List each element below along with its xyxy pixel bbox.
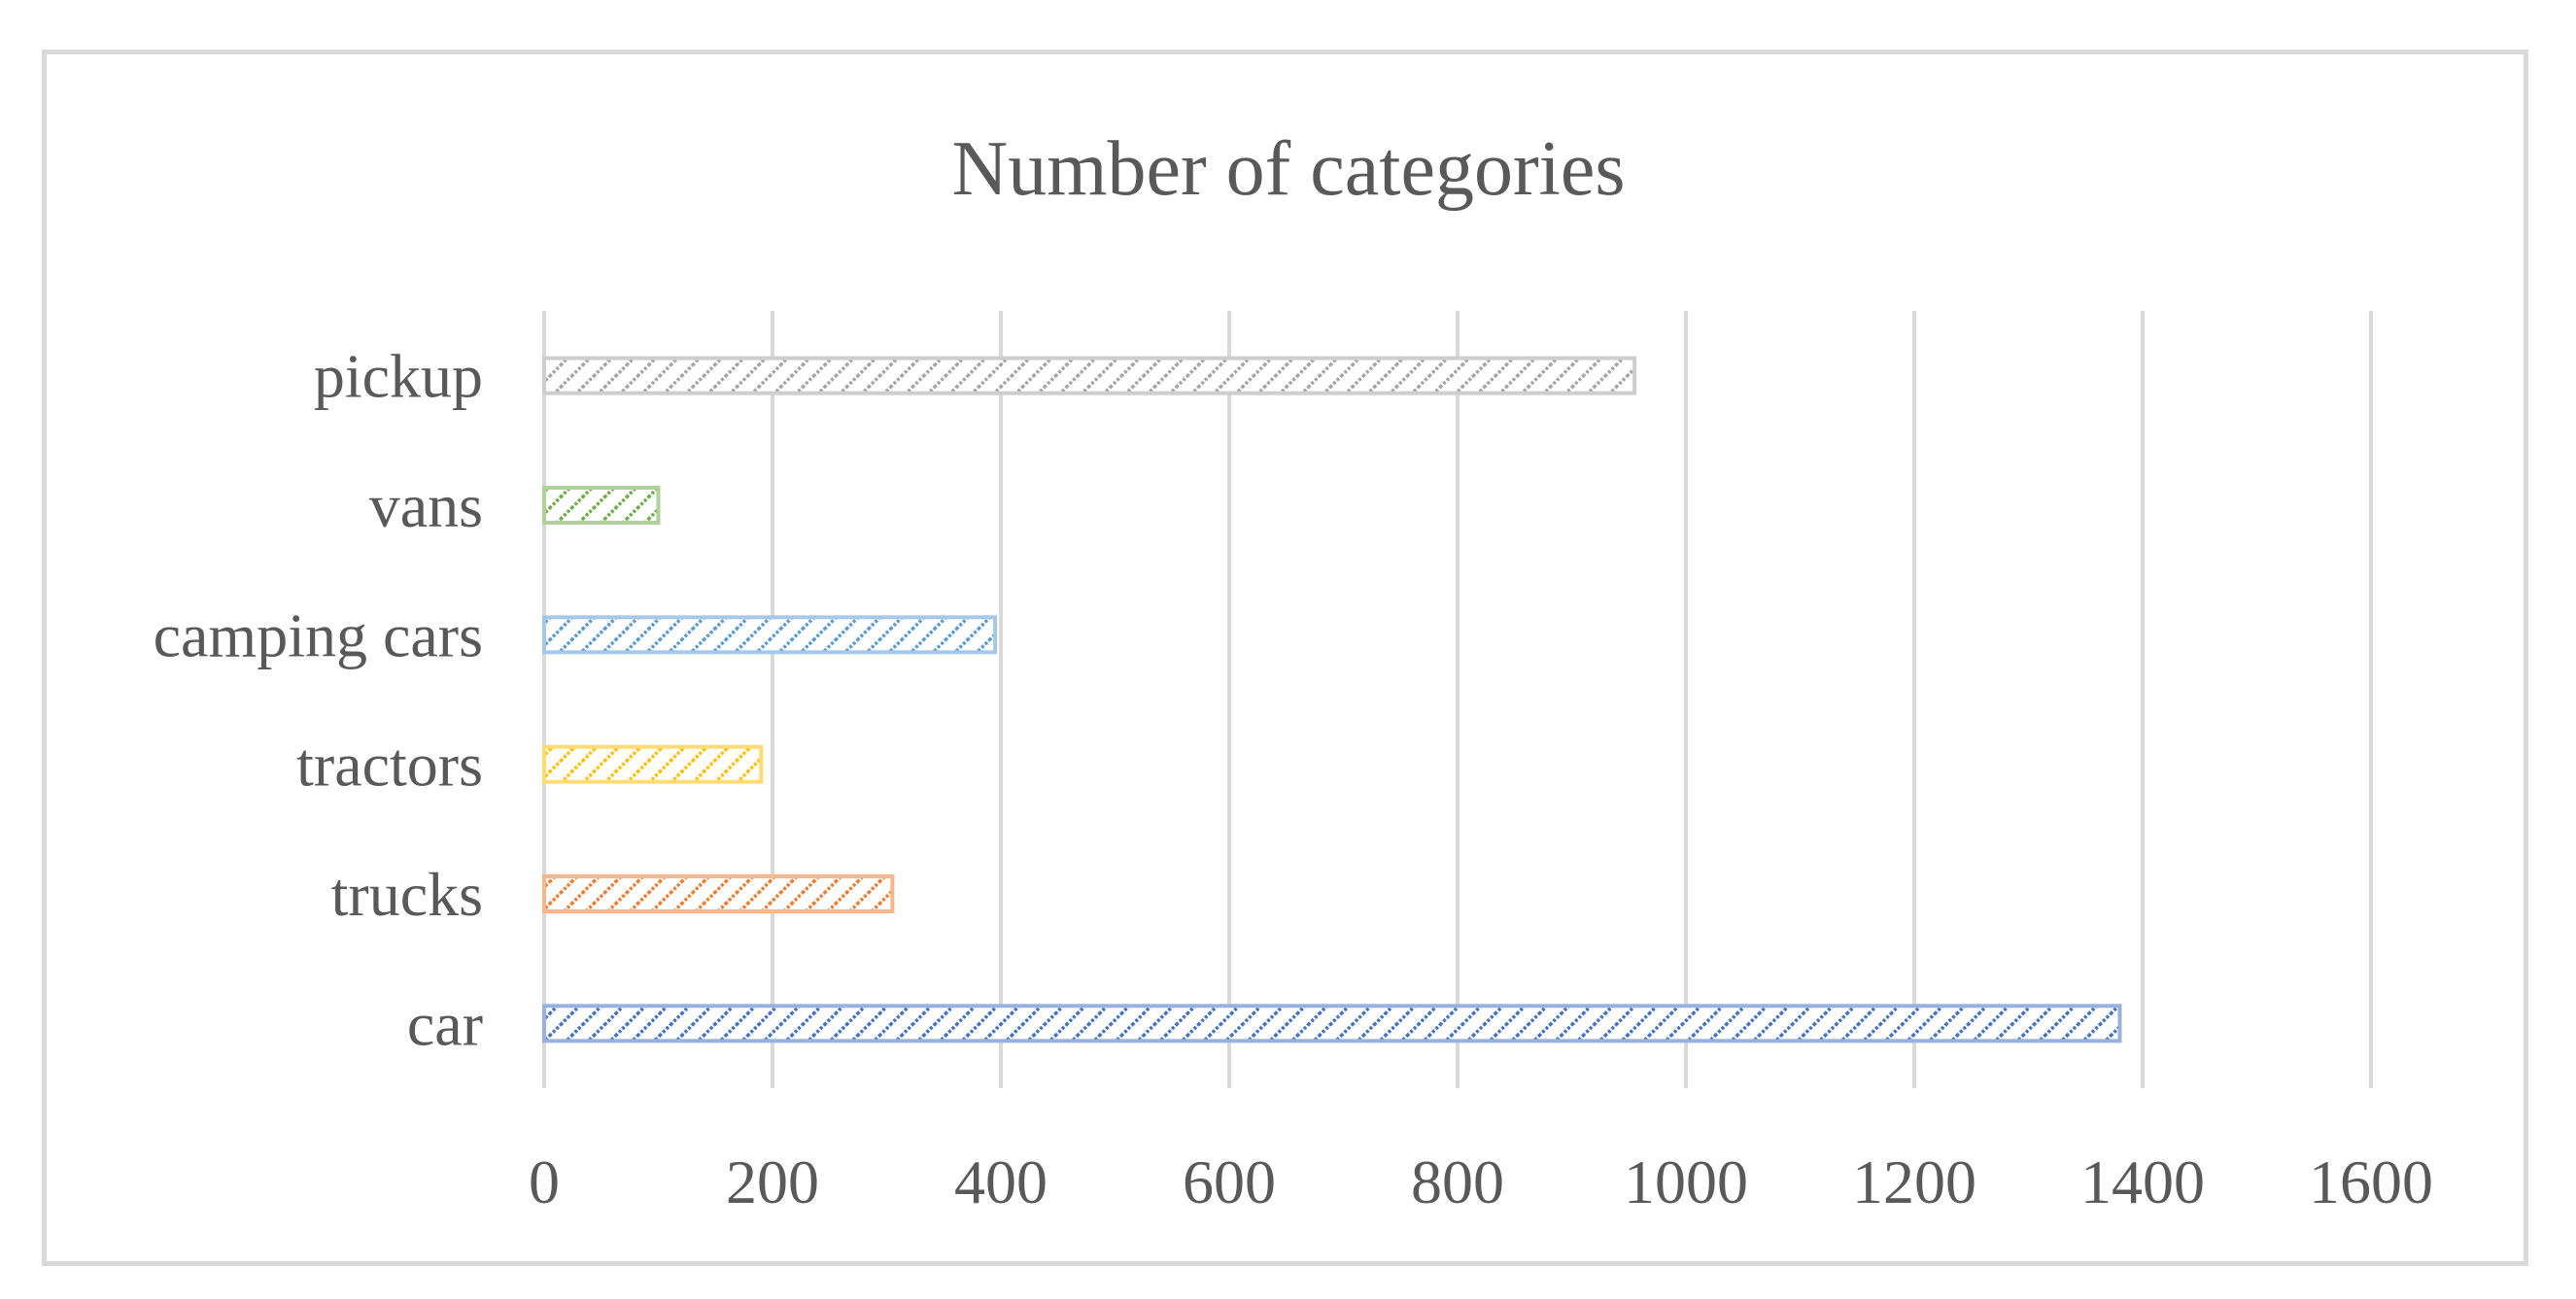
x-tick-label: 1000 — [1624, 1147, 1748, 1216]
bar-tractors — [542, 744, 764, 784]
category-label: tractors — [296, 731, 483, 800]
chart-title: Number of categories — [951, 126, 1625, 212]
bar-car — [542, 1004, 2122, 1043]
bar-pickup — [542, 356, 1637, 395]
category-label: car — [407, 989, 483, 1058]
x-tick-label: 200 — [726, 1147, 819, 1216]
bars — [542, 356, 2122, 1043]
category-label: pickup — [314, 342, 483, 411]
bar-trucks — [542, 874, 895, 913]
x-tick-label: 0 — [529, 1147, 560, 1216]
bar-vans — [542, 486, 661, 525]
x-axis-ticks: 0 200 400 600 800 1000 1200 1400 1600 — [529, 1147, 2433, 1216]
y-axis-categories: car trucks tractors camping cars vans pickup — [154, 342, 483, 1059]
x-tick-label: 1200 — [1852, 1147, 1976, 1216]
x-tick-label: 400 — [954, 1147, 1048, 1216]
category-label: camping cars — [154, 600, 483, 669]
gridlines — [542, 311, 2373, 1088]
category-label: vans — [369, 471, 483, 540]
x-tick-label: 1400 — [2080, 1147, 2205, 1216]
category-label: trucks — [331, 860, 483, 929]
bar-camping-cars — [542, 615, 998, 655]
chart-frame — [42, 50, 2528, 1266]
x-tick-label: 600 — [1183, 1147, 1276, 1216]
x-tick-label: 800 — [1411, 1147, 1504, 1216]
x-tick-label: 1600 — [2309, 1147, 2433, 1216]
